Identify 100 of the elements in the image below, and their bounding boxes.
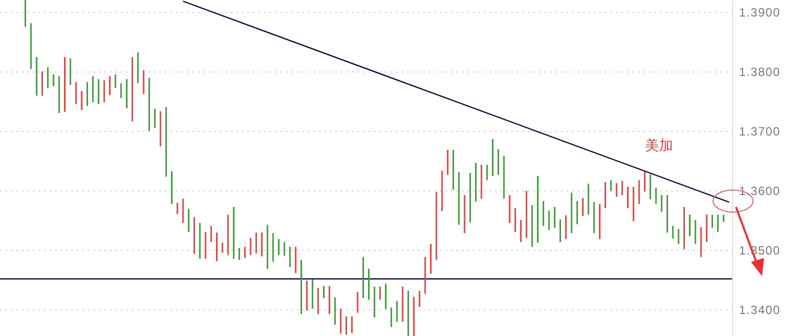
y-tick-label: 1.3600	[739, 184, 781, 198]
candlestick	[672, 226, 674, 238]
candlestick	[683, 206, 685, 250]
candlestick	[232, 206, 234, 259]
candlestick	[154, 108, 156, 128]
candlestick	[616, 183, 618, 197]
candlestick	[238, 248, 240, 260]
candlestick	[441, 170, 443, 212]
candlestick	[492, 139, 494, 176]
candlestick	[638, 180, 640, 204]
candlestick	[531, 205, 533, 247]
candlestick	[407, 290, 409, 336]
candlestick	[604, 182, 606, 208]
candlestick	[379, 286, 381, 300]
candlestick	[390, 307, 392, 328]
candlestick	[188, 208, 190, 232]
candlestick	[666, 195, 668, 233]
candlestick	[194, 217, 196, 254]
candlestick	[109, 76, 111, 96]
candlestick	[514, 208, 516, 232]
candlestick	[588, 184, 590, 215]
candlestick	[536, 176, 538, 243]
candlestick	[346, 316, 348, 335]
candlestick	[255, 232, 257, 254]
candlestick	[227, 214, 229, 256]
candlestick	[446, 150, 448, 175]
candlestick	[250, 238, 252, 256]
candlestick	[204, 232, 206, 259]
candlestick	[610, 180, 612, 191]
candlestick	[340, 308, 342, 334]
candlestick	[47, 67, 49, 88]
candlestick	[80, 90, 82, 110]
candlestick	[526, 190, 528, 238]
candlestick	[278, 239, 280, 256]
candlestick	[452, 150, 454, 190]
candlestick	[170, 171, 172, 204]
candlestick	[700, 227, 702, 257]
candlestick	[503, 156, 505, 199]
candlestick	[430, 244, 432, 274]
candlestick	[300, 260, 302, 314]
candlestick	[36, 57, 38, 96]
candlestick	[351, 316, 353, 334]
candlestick	[52, 74, 54, 86]
candlestick	[436, 192, 438, 260]
candlestick	[706, 214, 708, 242]
y-tick-label: 1.3900	[739, 6, 781, 20]
candlestick	[148, 78, 150, 131]
candlestick	[272, 233, 274, 262]
candlestick	[126, 79, 128, 108]
candlestick	[120, 83, 122, 98]
candlestick	[210, 226, 212, 242]
candlestick	[312, 280, 314, 309]
candlestick	[689, 214, 691, 236]
candlestick	[565, 215, 567, 240]
candlestick	[362, 256, 364, 298]
candlestick	[132, 57, 134, 122]
candlestick	[103, 80, 105, 102]
candlestick	[261, 232, 263, 256]
candlestick	[41, 71, 43, 96]
y-tick-label: 1.3800	[739, 65, 781, 80]
candlestick	[222, 242, 224, 253]
candlestick	[70, 58, 72, 86]
candlestick	[650, 174, 652, 200]
candlestick	[199, 223, 201, 259]
candlestick	[92, 76, 94, 102]
candlestick	[413, 296, 415, 336]
candlestick	[244, 246, 246, 258]
candlestick	[582, 198, 584, 216]
candlestick	[644, 172, 646, 192]
candlestick	[548, 210, 550, 230]
candlestick	[458, 172, 460, 225]
candlestick	[30, 23, 32, 69]
candlestick	[621, 180, 623, 196]
candlestick	[475, 162, 477, 202]
candlestick	[576, 201, 578, 224]
candlestick	[328, 286, 330, 314]
candlestick	[402, 286, 404, 322]
candlestick	[323, 286, 325, 298]
candlestick	[374, 286, 376, 318]
candlestick	[717, 214, 719, 232]
candlestick	[216, 232, 218, 262]
candlestick	[306, 280, 308, 310]
candlestick	[176, 202, 178, 214]
candlestick	[464, 195, 466, 234]
candlestick	[694, 220, 696, 244]
candlestick	[593, 202, 595, 234]
candlestick	[480, 164, 482, 199]
candlestick	[24, 0, 26, 27]
candlestick	[160, 111, 162, 146]
candlestick	[266, 224, 268, 269]
candlestick	[560, 219, 562, 242]
y-tick-label: 1.3700	[739, 124, 781, 139]
candlestick	[632, 186, 634, 222]
candlestick	[418, 290, 420, 307]
candlestick	[570, 192, 572, 234]
candlestick	[655, 188, 657, 204]
candlestick	[289, 246, 291, 268]
candlestick	[712, 214, 714, 228]
candlestick	[520, 220, 522, 242]
candlestick	[58, 76, 60, 113]
